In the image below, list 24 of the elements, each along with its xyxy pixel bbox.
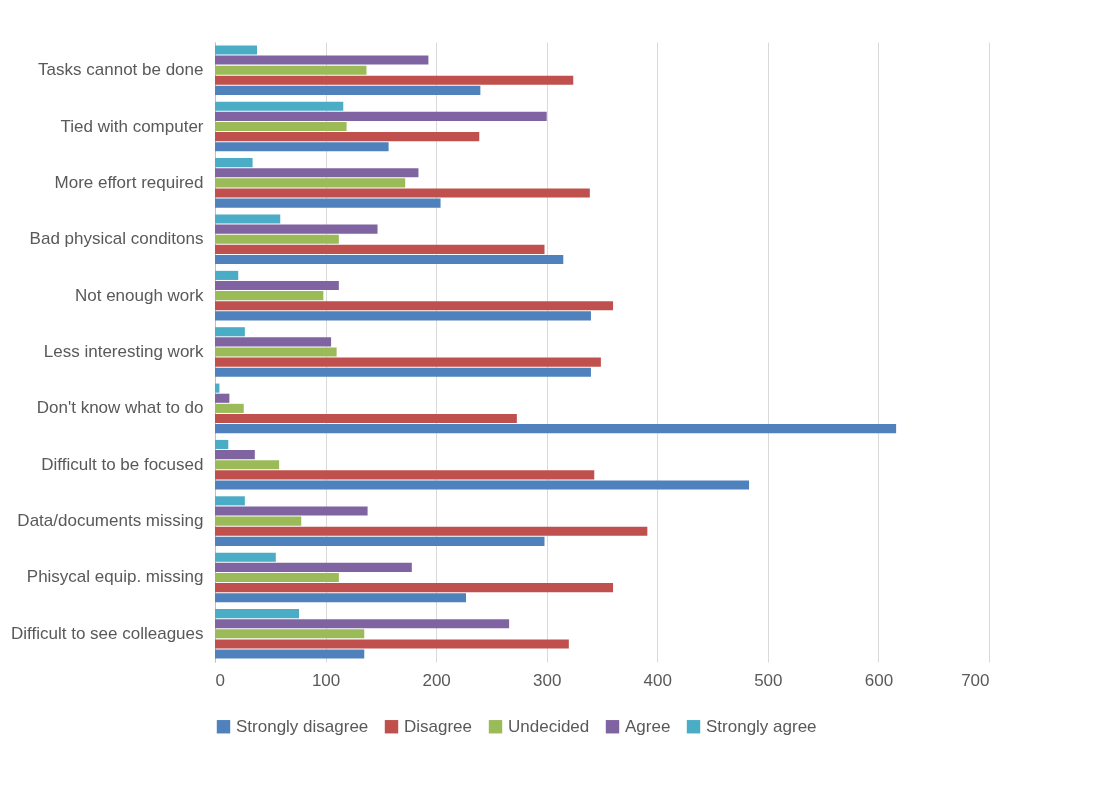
x-tick-label: 700 — [961, 670, 990, 690]
legend-label: Agree — [625, 716, 671, 736]
x-tick-label: 500 — [754, 670, 783, 690]
x-tick-label: 300 — [533, 670, 562, 690]
x-tick-label: 100 — [311, 670, 341, 690]
y-tick-label: Less interesting work — [43, 342, 204, 361]
legend-label: Strongly disagree — [236, 716, 369, 736]
y-tick-label: Data/documents missing — [17, 511, 204, 531]
x-tick-label: 600 — [864, 670, 894, 690]
y-tick-label: Phisycal equip. missing — [26, 567, 204, 587]
x-tick-label: 200 — [422, 670, 451, 690]
legend-label: Disagree — [404, 716, 473, 736]
y-tick-label: Tasks cannot be done — [38, 60, 204, 80]
y-tick-label: More effort required — [54, 172, 204, 192]
x-tick-label: 400 — [643, 670, 672, 690]
y-tick-label: Bad physical conditons — [29, 229, 204, 249]
y-tick-label: Tied with computer — [60, 116, 204, 136]
y-tick-label: Difficult to be focused — [41, 454, 204, 474]
x-tick-label: 0 — [215, 670, 225, 690]
legend-label: Strongly agree — [706, 716, 817, 736]
y-tick-label: Difficult to see colleagues — [11, 623, 204, 643]
legend-label: Undecided — [508, 716, 590, 736]
y-tick-label: Don't know what to do — [36, 398, 204, 418]
y-tick-label: Not enough work — [74, 285, 204, 305]
